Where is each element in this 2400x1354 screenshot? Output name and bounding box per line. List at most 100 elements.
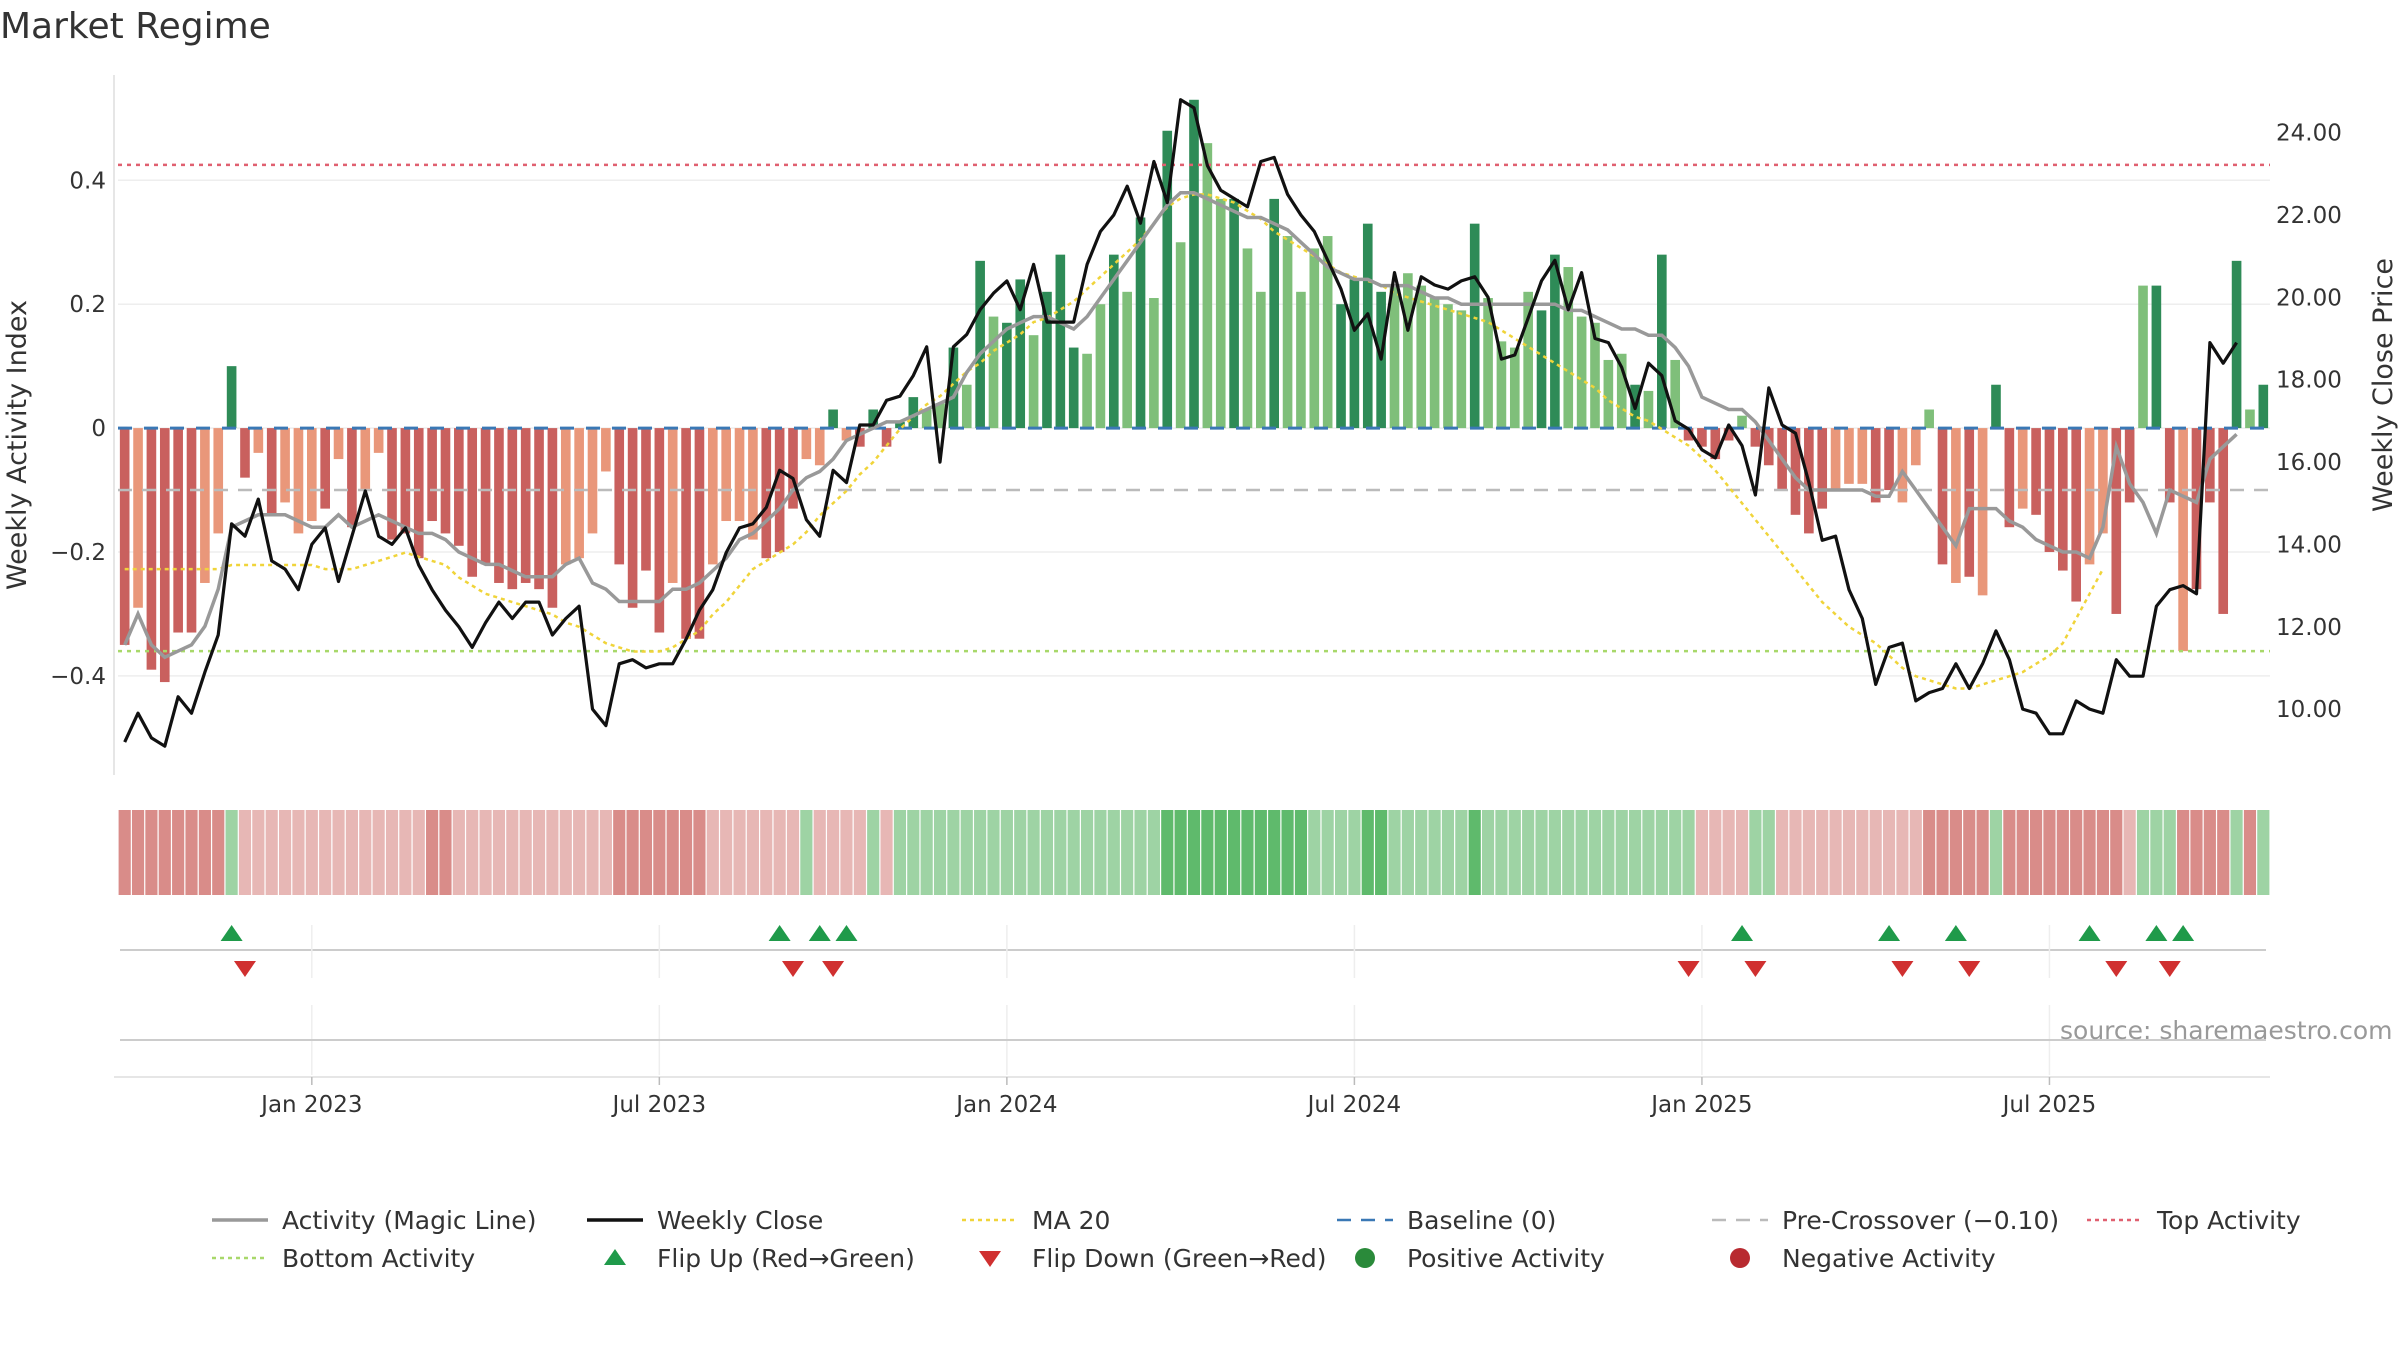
flip-down-marker <box>1958 961 1981 977</box>
regime-cell <box>2257 810 2270 895</box>
regime-cell <box>760 810 773 895</box>
activity-bar <box>307 428 317 522</box>
regime-cell <box>1134 810 1147 895</box>
regime-cell <box>1147 810 1160 895</box>
regime-cell <box>1749 810 1762 895</box>
legend-swatch <box>1355 1248 1375 1268</box>
activity-bar <box>2178 428 2188 652</box>
activity-bar <box>520 428 531 583</box>
legend-swatch <box>2087 1218 2143 1222</box>
regime-cell <box>2043 810 2056 895</box>
x-tick-label: Jan 2025 <box>1649 1092 1752 1118</box>
regime-cell <box>1375 810 1388 895</box>
regime-cell <box>412 810 425 895</box>
activity-bar <box>587 428 598 534</box>
activity-bar <box>119 428 130 645</box>
activity-bar <box>1336 304 1346 429</box>
legend-item: Flip Up (Red→Green) <box>585 1243 915 1273</box>
legend-label: Activity (Magic Line) <box>282 1205 537 1235</box>
regime-cell <box>158 810 171 895</box>
activity-bar <box>1723 428 1734 441</box>
regime-cell <box>827 810 840 895</box>
regime-cell <box>1575 810 1588 895</box>
regime-cell <box>666 810 679 895</box>
activity-bar <box>694 428 705 639</box>
regime-cell <box>1361 810 1374 895</box>
regime-cell <box>2056 810 2069 895</box>
regime-cell <box>1187 810 1201 895</box>
regime-cell <box>1027 810 1040 895</box>
activity-bar <box>667 428 678 583</box>
legend-label: Negative Activity <box>1782 1243 1996 1273</box>
regime-cell <box>800 810 813 895</box>
activity-bar <box>1162 130 1173 429</box>
regime-cell <box>920 810 933 895</box>
legend-swatch <box>587 1218 643 1222</box>
regime-cell <box>1094 810 1107 895</box>
regime-cell <box>786 810 800 895</box>
activity-bar <box>1322 236 1333 429</box>
chart-title: Market Regime <box>0 6 271 47</box>
regime-cell <box>1882 810 1896 895</box>
activity-bar <box>948 347 959 429</box>
regime-cell <box>1522 810 1535 895</box>
activity-bar <box>1590 322 1600 429</box>
regime-cell <box>1976 810 1989 895</box>
regime-cell <box>1629 810 1642 895</box>
regime-cell <box>1201 810 1214 895</box>
flip-panel <box>120 925 2266 978</box>
regime-cell <box>1321 810 1334 895</box>
activity-bar <box>2031 428 2041 515</box>
activity-bar <box>2218 428 2229 614</box>
regime-cell <box>1869 810 1882 895</box>
x-tick-label: Jul 2023 <box>611 1092 707 1118</box>
regime-cell <box>1228 810 1241 895</box>
legend-label: Bottom Activity <box>282 1243 476 1273</box>
regime-cell <box>626 810 639 895</box>
regime-cell <box>1161 810 1174 895</box>
activity-bar <box>1135 217 1146 429</box>
regime-cell <box>1615 810 1628 895</box>
regime-cell <box>1080 810 1094 895</box>
regime-cell <box>907 810 920 895</box>
regime-cell <box>960 810 973 895</box>
regime-cell <box>1067 810 1080 895</box>
regime-cell <box>2177 810 2190 895</box>
y-tick-label: 0.2 <box>69 292 106 318</box>
activity-bar <box>1095 304 1106 429</box>
legend-label: Pre-Crossover (−0.10) <box>1782 1205 2060 1235</box>
activity-bar <box>2205 428 2215 503</box>
regime-cell <box>1936 810 1949 895</box>
y2-tick-label: 24.00 <box>2276 121 2342 147</box>
activity-bar <box>1536 310 1547 429</box>
regime-cell <box>426 810 439 895</box>
regime-cell <box>1468 810 1481 895</box>
regime-cell <box>1588 810 1602 895</box>
regime-cell <box>1281 810 1294 895</box>
regime-cell <box>2190 810 2203 895</box>
activity-bar <box>1189 99 1199 429</box>
activity-bar <box>347 428 357 528</box>
activity-bar <box>1175 242 1186 429</box>
regime-cell <box>1989 810 2003 895</box>
activity-bar <box>1643 390 1654 429</box>
activity-bar <box>320 428 330 509</box>
activity-bar <box>1082 353 1092 429</box>
activity-bar <box>2124 428 2135 503</box>
activity-bar <box>1870 428 1881 503</box>
activity-bar <box>801 428 812 460</box>
flip-down-marker <box>1677 961 1700 977</box>
regime-cell <box>452 810 465 895</box>
activity-bar <box>734 428 745 522</box>
activity-bar <box>1603 359 1614 429</box>
activity-bar <box>1309 248 1320 429</box>
regime-cell <box>1428 810 1441 895</box>
activity-bars <box>119 99 2269 683</box>
regime-cell <box>466 810 479 895</box>
activity-bar <box>1563 267 1574 429</box>
activity-bar <box>1670 359 1681 429</box>
flip-up-marker <box>1944 925 1967 941</box>
regime-cell <box>2163 810 2176 895</box>
activity-bar <box>400 428 411 534</box>
regime-cell <box>746 810 759 895</box>
